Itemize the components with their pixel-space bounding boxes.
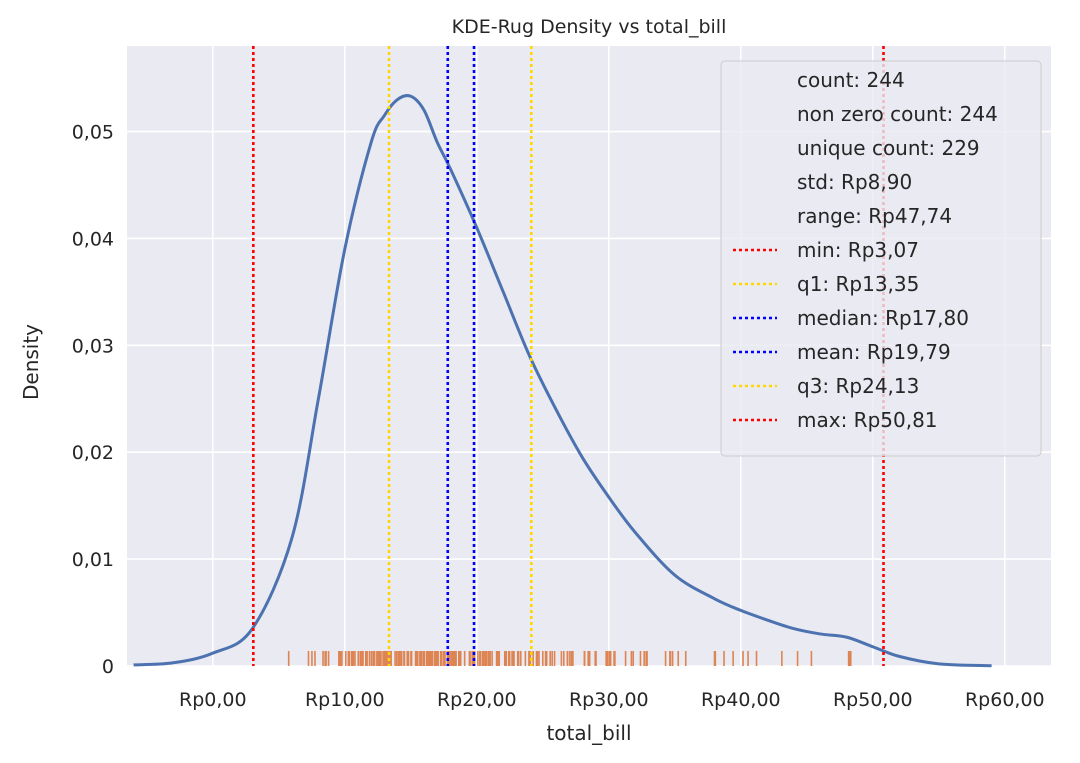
y-tick-label: 0,04: [72, 228, 114, 250]
legend-entry: median: Rp17,80: [797, 306, 969, 330]
x-tick-label: Rp30,00: [569, 689, 649, 711]
legend-entry: range: Rp47,74: [797, 204, 952, 228]
y-tick-labels: 0 0,01 0,02 0,03 0,04 0,05: [72, 122, 114, 678]
x-tick-label: Rp60,00: [965, 689, 1045, 711]
x-tick-label: Rp10,00: [305, 689, 385, 711]
legend-entry: non zero count: 244: [797, 102, 998, 126]
x-axis-label: total_bill: [546, 721, 631, 745]
x-tick-label: Rp0,00: [179, 689, 247, 711]
legend-entry: mean: Rp19,79: [797, 340, 951, 364]
legend-entry: q1: Rp13,35: [797, 272, 919, 296]
legend-box: [720, 60, 1042, 457]
legend: count: 244 non zero count: 244 unique coun…: [720, 60, 1042, 457]
legend-entry: q3: Rp24,13: [797, 374, 919, 398]
y-tick-label: 0,01: [72, 549, 114, 571]
x-tick-labels: Rp0,00 Rp10,00 Rp20,00 Rp30,00 Rp40,00 Rp50,0…: [179, 689, 1045, 711]
y-tick-label: 0: [102, 656, 114, 678]
x-tick-label: Rp20,00: [437, 689, 517, 711]
x-tick-label: Rp50,00: [833, 689, 913, 711]
y-tick-label: 0,02: [72, 442, 114, 464]
legend-entry: unique count: 229: [797, 136, 980, 160]
legend-entry: min: Rp3,07: [797, 238, 919, 262]
kde-curve: [133, 94, 992, 668]
legend-entry: std: Rp8,90: [797, 170, 912, 194]
y-axis-label: Density: [19, 324, 43, 400]
y-tick-label: 0,03: [72, 335, 114, 357]
kde-curve-group: [133, 94, 992, 668]
legend-entry: max: Rp50,81: [797, 408, 938, 432]
x-tick-label: Rp40,00: [701, 689, 781, 711]
y-tick-label: 0,05: [72, 122, 114, 144]
chart-title: KDE-Rug Density vs total_bill: [452, 16, 727, 38]
legend-entry: count: 244: [797, 68, 905, 92]
